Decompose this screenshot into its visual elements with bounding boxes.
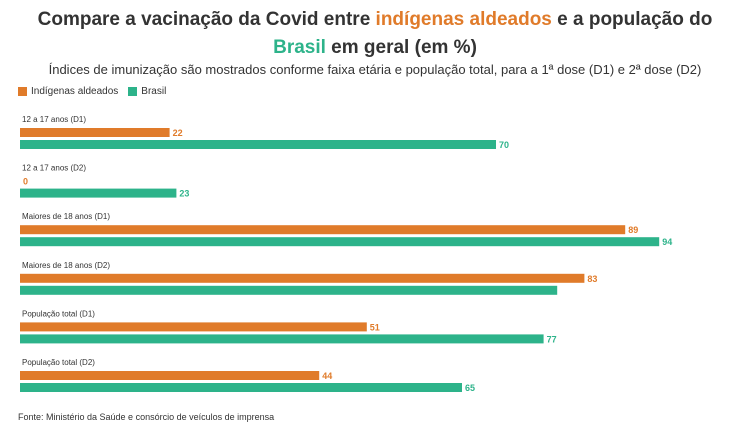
bar-indigenous-group-3: [20, 225, 626, 235]
source-note: Fonte: Ministério da Saúde e consórcio d…: [18, 412, 275, 422]
category-label-group-1: 12 a 17 anos (D1): [22, 115, 86, 124]
category-label-group-4: Maiores de 18 anos (D2): [22, 261, 110, 270]
chart-title: Compare a vacinação da Covid entre indíg…: [0, 6, 750, 62]
value-label-brazil-group-1: 70: [499, 140, 509, 150]
title-highlight-brazil: Brasil: [273, 37, 326, 58]
category-label-group-5: População total (D1): [22, 309, 95, 318]
title-highlight-indigenous: indígenas aldeados: [375, 9, 552, 30]
value-label-indigenous-group-3: 89: [628, 225, 638, 235]
value-label-indigenous-group-6: 44: [322, 371, 332, 381]
legend: Indígenas aldeados Brasil: [18, 86, 176, 97]
category-label-group-3: Maiores de 18 anos (D1): [22, 212, 110, 221]
value-label-indigenous-group-4: 83: [587, 274, 597, 284]
bar-brazil-group-6: [20, 383, 462, 392]
chart-subtitle: Índices de imunização são mostrados conf…: [48, 62, 702, 77]
category-label-group-2: 12 a 17 anos (D2): [22, 164, 86, 173]
title-part-1: Compare a vacinação da Covid entre: [37, 9, 376, 30]
legend-swatch-indigenous: [18, 87, 27, 96]
bar-brazil-group-5: [20, 334, 544, 344]
legend-item-brazil: Brasil: [128, 86, 166, 97]
bar-indigenous-group-6: [20, 371, 320, 380]
bar-brazil-group-2: [20, 188, 177, 198]
category-label-group-6: População total (D2): [22, 358, 95, 367]
bar-brazil-group-1: [20, 140, 496, 149]
value-label-indigenous-group-1: 22: [173, 128, 183, 138]
value-label-brazil-group-3: 94: [662, 237, 672, 247]
value-label-brazil-group-5: 77: [547, 334, 557, 344]
title-part-3: em geral (em %): [325, 37, 477, 58]
bar-brazil-group-4: [20, 285, 558, 295]
bar-indigenous-group-4: [20, 273, 585, 283]
value-label-indigenous-group-5: 51: [370, 322, 380, 332]
title-part-2: e a população do: [551, 9, 713, 30]
legend-item-indigenous: Indígenas aldeados: [18, 86, 118, 97]
bar-indigenous-group-5: [20, 322, 367, 332]
legend-label-brazil: Brasil: [141, 86, 167, 97]
value-label-brazil-group-6: 65: [465, 383, 475, 393]
value-label-brazil-group-2: 23: [179, 189, 189, 199]
value-label-indigenous-group-2: 0: [23, 177, 28, 187]
legend-label-indigenous: Indígenas aldeados: [31, 86, 119, 97]
legend-swatch-brazil: [128, 87, 138, 96]
bar-indigenous-group-1: [20, 128, 170, 137]
bar-brazil-group-3: [20, 237, 660, 247]
